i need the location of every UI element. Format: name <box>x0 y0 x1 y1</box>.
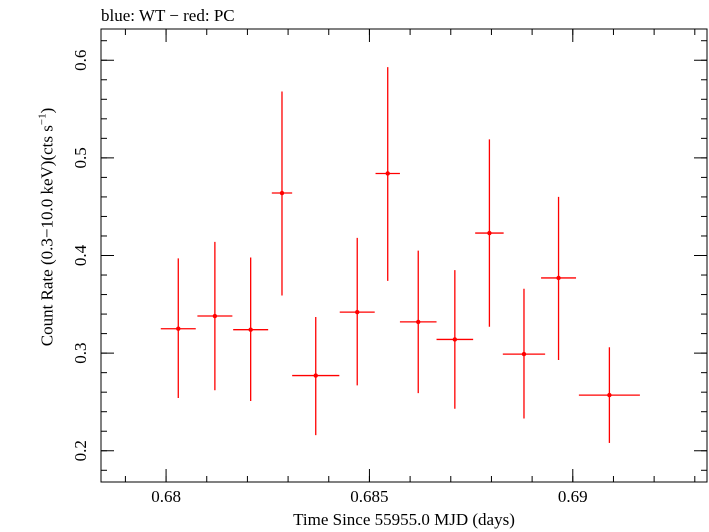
data-marker <box>279 190 285 196</box>
data-marker <box>521 351 527 357</box>
y-tick-label: 0.3 <box>71 343 90 364</box>
y-axis-label: Count Rate (0.3−10.0 keV)(cts s−1) <box>37 108 58 347</box>
data-point <box>160 258 196 399</box>
data-marker <box>487 230 492 236</box>
chart-title: blue: WT − red: PC <box>101 6 235 25</box>
data-marker <box>607 392 612 398</box>
y-axis-label-exponent: −1 <box>36 113 49 126</box>
y-tick-label: 0.5 <box>71 147 90 168</box>
y-tick-label: 0.2 <box>71 440 90 461</box>
tick-labels: 0.68 0.685 0.69 0.2 0.3 0.4 0.5 0.6 <box>71 50 588 506</box>
x-tick-label: 0.68 <box>151 487 181 506</box>
data-marker <box>385 171 390 176</box>
data-series <box>160 67 640 443</box>
data-point <box>578 347 640 443</box>
data-point <box>541 196 577 360</box>
data-marker <box>212 313 218 319</box>
data-point <box>233 257 269 401</box>
data-point <box>375 67 400 281</box>
data-marker <box>176 326 181 331</box>
data-point <box>292 317 340 436</box>
x-tick-label: 0.69 <box>558 487 588 506</box>
x-axis-label: Time Since 55955.0 MJD (days) <box>293 510 515 529</box>
data-marker <box>452 337 458 342</box>
y-axis-label-end: ) <box>37 107 57 114</box>
data-marker <box>355 309 360 315</box>
data-point <box>436 270 474 409</box>
x-tick-label: 0.685 <box>350 487 388 506</box>
data-marker <box>416 319 421 325</box>
data-marker <box>248 327 253 332</box>
data-marker <box>313 373 318 378</box>
y-tick-label: 0.4 <box>71 244 90 266</box>
data-point <box>399 250 437 394</box>
data-point <box>475 139 504 327</box>
data-marker <box>556 275 561 281</box>
y-tick-label: 0.6 <box>71 50 90 71</box>
axis-ticks <box>101 29 707 482</box>
data-point <box>197 241 233 391</box>
plot-frame <box>100 28 708 483</box>
y-axis-label-main: Count Rate (0.3−10.0 keV)(cts s <box>37 125 57 347</box>
data-point <box>271 91 293 296</box>
data-point <box>502 288 546 419</box>
data-point <box>339 237 375 386</box>
